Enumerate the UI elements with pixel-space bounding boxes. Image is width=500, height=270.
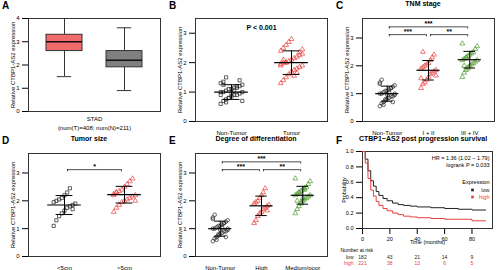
svg-text:0.6: 0.6	[345, 179, 354, 186]
svg-text:2: 2	[350, 63, 354, 69]
html-text:F: F	[336, 135, 343, 146]
html-text:Tumor size: Tumor size	[70, 135, 108, 142]
svg-text:0.0: 0.0	[346, 225, 354, 231]
svg-text:low: low	[481, 187, 489, 193]
svg-text:Tumor: Tumor	[283, 130, 300, 135]
svg-text:3: 3	[350, 35, 354, 41]
svg-text:**: **	[446, 28, 452, 35]
svg-text:1: 1	[183, 226, 187, 232]
svg-text:21: 21	[414, 253, 420, 260]
svg-text:5: 5	[471, 260, 474, 266]
svg-text:>5cm: >5cm	[117, 265, 132, 270]
svg-text:*: *	[93, 163, 96, 170]
html-text:B: B	[169, 0, 177, 11]
svg-text:0: 0	[16, 253, 20, 259]
svg-text:Non-Tumor: Non-Tumor	[216, 130, 246, 135]
svg-text:Number at risk: Number at risk	[341, 247, 374, 253]
html-text:C: C	[336, 0, 344, 11]
svg-text:0.2: 0.2	[346, 210, 354, 216]
svg-text:Relative CTBP1-AS2 expression: Relative CTBP1-AS2 expression	[344, 27, 350, 114]
svg-text:0: 0	[361, 236, 364, 242]
svg-text:high: high	[479, 194, 489, 200]
svg-text:3: 3	[183, 170, 187, 176]
svg-text:low: low	[346, 253, 354, 260]
svg-text:Time (months): Time (months)	[410, 239, 445, 245]
svg-text:Expression: Expression	[462, 179, 489, 185]
svg-text:3: 3	[16, 39, 20, 45]
svg-text:2: 2	[183, 198, 187, 204]
html-text:Degree of differentiation: Degree of differentiation	[215, 135, 297, 142]
svg-text:Relative CTBP1-AS2 expression: Relative CTBP1-AS2 expression	[177, 27, 183, 114]
svg-text:Non-Tumor: Non-Tumor	[205, 265, 235, 270]
svg-text:0: 0	[183, 118, 187, 124]
html-text:CTBP1−AS2 post progression sur: CTBP1−AS2 post progression survival	[358, 135, 488, 142]
svg-text:Non-Tumor: Non-Tumor	[372, 130, 402, 135]
svg-text:182: 182	[358, 253, 367, 260]
svg-text:high: high	[344, 260, 354, 266]
svg-text:P < 0.001: P < 0.001	[246, 24, 276, 31]
html-text:TNM stage: TNM stage	[405, 0, 441, 7]
svg-text:<5cm: <5cm	[57, 265, 72, 270]
svg-text:***: ***	[424, 20, 432, 27]
svg-text:43: 43	[387, 253, 393, 260]
svg-text:1: 1	[16, 85, 20, 91]
svg-text:0: 0	[183, 253, 187, 259]
svg-text:0.8: 0.8	[346, 164, 354, 170]
html-text:E: E	[169, 135, 176, 146]
svg-text:2: 2	[183, 60, 187, 66]
svg-text:Relative CTBP1-AS2 expression: Relative CTBP1-AS2 expression	[10, 162, 16, 249]
svg-text:14: 14	[441, 253, 448, 260]
svg-text:Probability: Probability	[341, 177, 347, 203]
svg-text:Medium/poor: Medium/poor	[285, 265, 320, 270]
svg-text:I + II: I + II	[423, 130, 435, 135]
svg-text:***: ***	[257, 155, 265, 162]
svg-text:13: 13	[414, 260, 420, 266]
svg-text:1.0: 1.0	[346, 148, 354, 154]
svg-text:***: ***	[237, 163, 245, 170]
svg-text:**: **	[279, 163, 285, 170]
html-text:D: D	[2, 135, 10, 146]
svg-text:6: 6	[443, 260, 446, 266]
svg-text:2: 2	[16, 62, 20, 68]
svg-text:logrank P = 0.033: logrank P = 0.033	[446, 162, 489, 168]
svg-text:3: 3	[183, 30, 187, 36]
svg-text:221: 221	[358, 260, 367, 266]
svg-text:3: 3	[16, 170, 20, 176]
svg-text:80: 80	[469, 236, 475, 242]
svg-text:High: High	[255, 265, 267, 270]
svg-text:1: 1	[183, 89, 187, 95]
svg-text:0.4: 0.4	[345, 194, 354, 201]
svg-text:2: 2	[16, 198, 20, 204]
svg-text:38: 38	[387, 260, 393, 266]
html-text:A: A	[2, 0, 10, 11]
svg-text:Relative CTBP1-AS2 expression: Relative CTBP1-AS2 expression	[10, 22, 16, 109]
svg-text:20: 20	[387, 236, 393, 242]
svg-text:***: ***	[404, 28, 412, 35]
svg-text:9: 9	[470, 253, 474, 260]
svg-text:Relative CTBP1-AS2 expression: Relative CTBP1-AS2 expression	[177, 162, 183, 249]
svg-text:(num(T)=408; num(N)=211): (num(T)=408; num(N)=211)	[58, 125, 131, 131]
svg-text:STAD: STAD	[87, 116, 103, 122]
svg-text:III + IV: III + IV	[461, 130, 479, 135]
svg-text:4: 4	[16, 15, 20, 21]
svg-text:0: 0	[350, 118, 354, 124]
svg-text:1: 1	[350, 91, 354, 97]
svg-text:1: 1	[16, 226, 20, 232]
svg-text:HR = 1.36 (1.02 − 1.79): HR = 1.36 (1.02 − 1.79)	[432, 155, 490, 161]
svg-text:0: 0	[16, 108, 20, 114]
